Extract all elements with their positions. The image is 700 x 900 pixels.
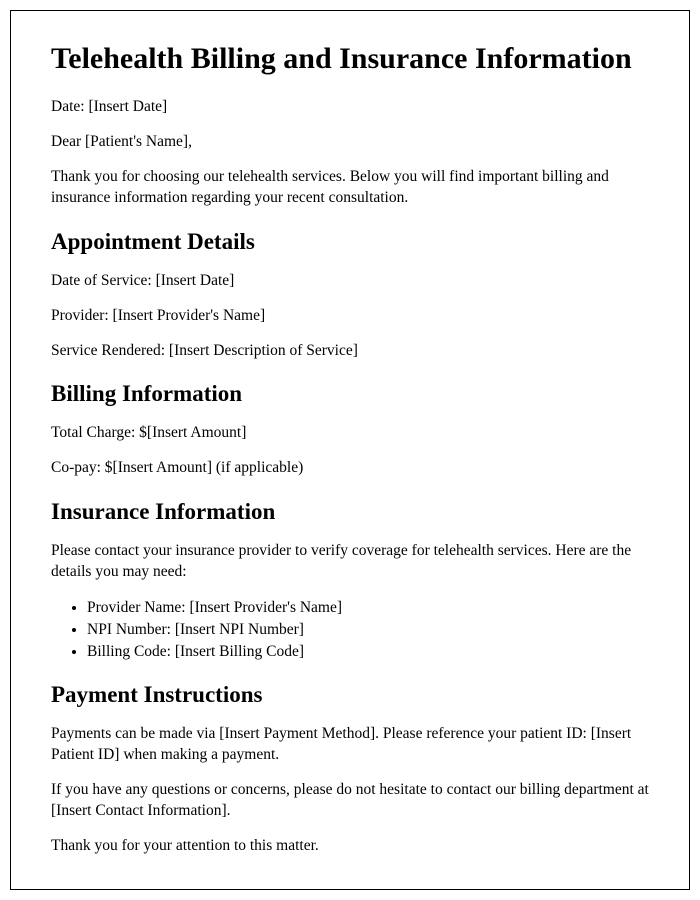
list-item: Provider Name: [Insert Provider's Name] — [87, 597, 649, 619]
list-item: NPI Number: [Insert NPI Number] — [87, 619, 649, 641]
copay: Co-pay: $[Insert Amount] (if applicable) — [51, 458, 649, 479]
appointment-heading: Appointment Details — [51, 229, 649, 255]
intro-paragraph: Thank you for choosing our telehealth se… — [51, 167, 649, 209]
insurance-details-list: Provider Name: [Insert Provider's Name] … — [87, 597, 649, 662]
service-rendered: Service Rendered: [Insert Description of… — [51, 341, 649, 362]
contact-info: If you have any questions or concerns, p… — [51, 780, 649, 822]
provider-line: Provider: [Insert Provider's Name] — [51, 306, 649, 327]
insurance-intro: Please contact your insurance provider t… — [51, 541, 649, 583]
salutation: Dear [Patient's Name], — [51, 132, 649, 153]
closing: Thank you for your attention to this mat… — [51, 836, 649, 857]
payment-instructions: Payments can be made via [Insert Payment… — [51, 724, 649, 766]
page-title: Telehealth Billing and Insurance Informa… — [51, 41, 649, 77]
document-container: Telehealth Billing and Insurance Informa… — [10, 10, 690, 890]
billing-heading: Billing Information — [51, 381, 649, 407]
payment-heading: Payment Instructions — [51, 682, 649, 708]
list-item: Billing Code: [Insert Billing Code] — [87, 641, 649, 663]
date-line: Date: [Insert Date] — [51, 97, 649, 118]
insurance-heading: Insurance Information — [51, 499, 649, 525]
date-of-service: Date of Service: [Insert Date] — [51, 271, 649, 292]
total-charge: Total Charge: $[Insert Amount] — [51, 423, 649, 444]
